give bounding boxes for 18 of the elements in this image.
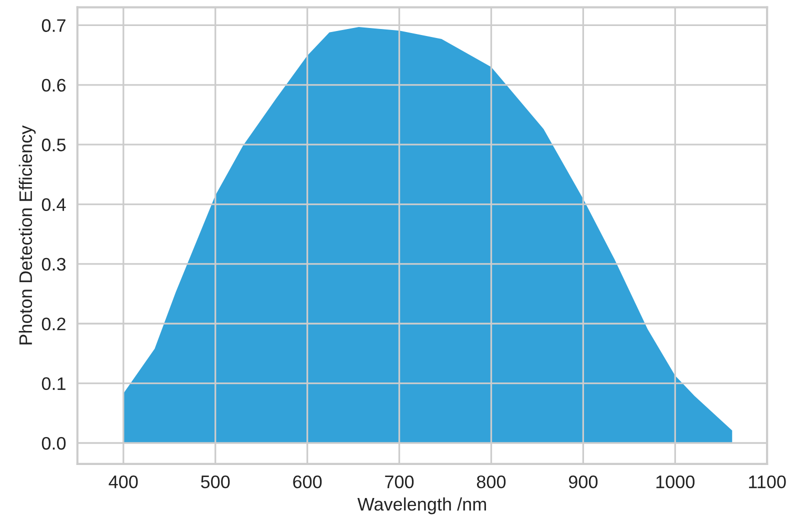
x-axis-title: Wavelength /nm [357, 497, 486, 514]
x-tick-label: 900 [568, 475, 598, 488]
x-tick-label: 600 [293, 475, 322, 488]
y-tick-label: 0.4 [42, 198, 66, 211]
y-axis-title: Photon Detection Efficiency [18, 125, 36, 344]
y-tick-label: 0.3 [42, 258, 66, 271]
y-tick-label: 0.2 [42, 318, 66, 330]
y-tick-label: 0.5 [42, 138, 66, 152]
y-tick-label: 0.1 [42, 377, 66, 390]
y-tick-label: 0.0 [42, 436, 66, 450]
x-tick-label: 800 [476, 475, 506, 488]
x-tick-label: 700 [385, 475, 414, 488]
x-tick-label: 500 [201, 475, 230, 488]
y-tick-label: 0.7 [42, 19, 66, 32]
x-tick-label: 1000 [656, 475, 695, 488]
y-tick-label: 0.6 [42, 78, 66, 92]
x-tick-label: 1100 [749, 475, 786, 488]
x-tick-label: 400 [108, 475, 138, 488]
